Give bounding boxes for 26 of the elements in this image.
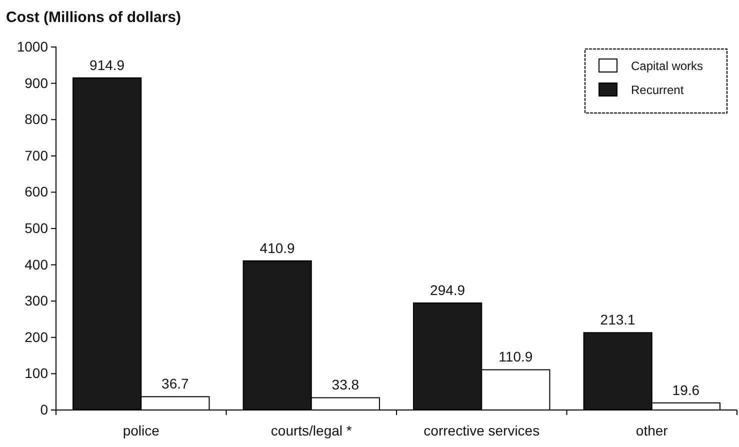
data-label: 294.9: [430, 282, 466, 298]
y-tick-label: 1000: [16, 38, 48, 54]
data-label: 213.1: [600, 312, 636, 328]
data-label: 36.7: [162, 376, 190, 392]
legend-label: Capital works: [631, 59, 704, 73]
y-tick-label: 200: [24, 328, 48, 345]
y-tick-label: 0: [40, 401, 48, 418]
y-tick-label: 300: [24, 292, 48, 309]
data-label: 914.9: [90, 56, 125, 73]
x-tick-label: corrective services: [424, 422, 540, 438]
y-tick-label: 700: [24, 147, 48, 164]
y-tick-label: 500: [24, 220, 48, 236]
y-axis-title: Cost (Millions of dollars): [6, 9, 181, 26]
y-tick-label: 400: [24, 256, 48, 272]
x-tick-label: courts/legal *: [270, 422, 352, 438]
data-label: 33.8: [332, 376, 360, 393]
y-tick-label: 600: [24, 184, 48, 200]
y-tick-label: 900: [24, 74, 48, 91]
x-tick-label: police: [122, 422, 160, 438]
y-tick-label: 100: [24, 365, 48, 382]
data-label: 19.6: [672, 382, 700, 398]
legend-label: Recurrent: [631, 83, 684, 97]
y-tick-label: 800: [24, 111, 48, 128]
data-label: 110.9: [498, 348, 533, 365]
data-label: 410.9: [260, 240, 296, 256]
x-tick-label: other: [636, 422, 668, 438]
